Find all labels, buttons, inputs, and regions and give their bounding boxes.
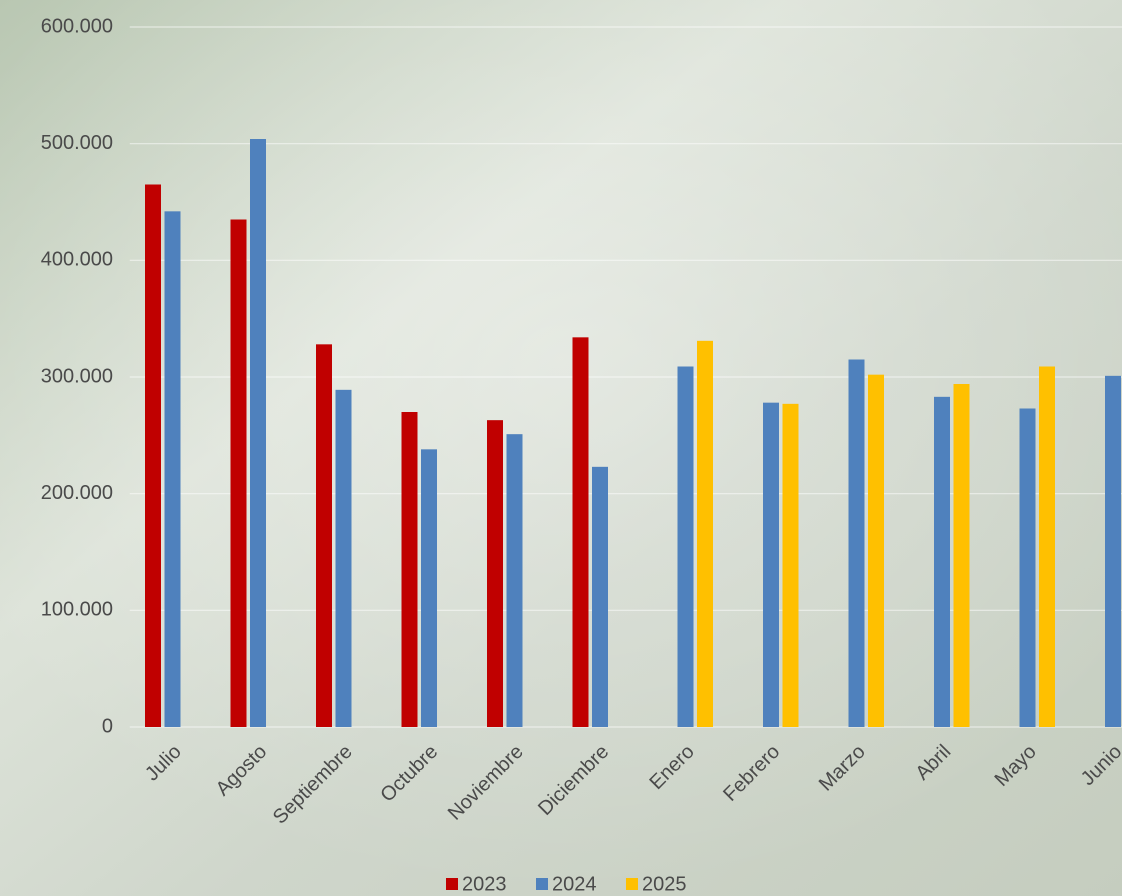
bar: [592, 466, 608, 727]
y-tick-label: 400.000: [41, 249, 113, 271]
legend-label: 2025: [642, 873, 687, 895]
bar: [250, 139, 266, 727]
bar: [1105, 375, 1121, 727]
legend: 2023 2024 2025: [446, 873, 687, 895]
bar: [572, 337, 589, 727]
bar: [934, 396, 950, 727]
y-tick-label: 300.000: [41, 365, 113, 387]
y-tick-label: 100.000: [41, 599, 113, 621]
bar: [335, 389, 352, 727]
bar: [230, 219, 247, 727]
bar: [164, 211, 181, 728]
legend-swatch: [626, 878, 638, 890]
bar: [421, 449, 437, 727]
bar: [1019, 408, 1036, 727]
bar: [487, 420, 503, 727]
bar: [782, 403, 799, 727]
y-tick-label: 200.000: [41, 482, 113, 504]
y-tick-label: 0: [102, 715, 113, 737]
bar: [697, 340, 713, 727]
bar: [401, 412, 418, 727]
bar: [848, 359, 865, 727]
bar: [1039, 366, 1055, 727]
bar: [868, 374, 884, 727]
bars: [145, 139, 1121, 728]
y-tick-label: 600.000: [41, 15, 113, 37]
legend-label: 2023: [462, 873, 507, 895]
bar: [506, 434, 523, 727]
bar: [953, 384, 970, 727]
legend-swatch: [536, 878, 548, 890]
legend-swatch: [446, 878, 458, 890]
bar: [145, 184, 161, 727]
legend-label: 2024: [552, 873, 597, 895]
y-tick-label: 500.000: [41, 132, 113, 154]
bar: [763, 402, 779, 727]
bar: [316, 344, 332, 727]
bar: [677, 366, 694, 727]
